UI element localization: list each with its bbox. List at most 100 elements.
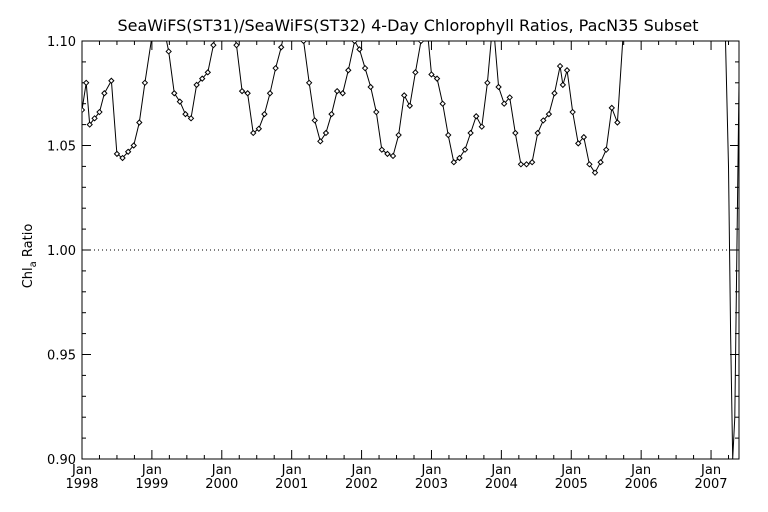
data-point (351, 41, 358, 45)
y-axis-label-subscript: a (28, 261, 39, 267)
data-point (389, 152, 397, 160)
y-tick-label: 0.95 (47, 349, 76, 364)
data-point (456, 154, 463, 162)
data-point (199, 75, 206, 82)
data-point (356, 46, 363, 53)
x-tick-year: 2001 (275, 477, 308, 492)
data-point (412, 69, 419, 76)
data-point (96, 108, 103, 116)
data-point (204, 69, 212, 76)
data-point (367, 83, 374, 91)
y-tick-label: 1.10 (47, 35, 76, 50)
data-point (551, 90, 558, 97)
x-tick-year: 2005 (555, 477, 588, 492)
data-point (378, 146, 386, 153)
data-point (210, 41, 217, 49)
data-point (119, 154, 126, 162)
data-point (512, 129, 519, 137)
x-tick-month: Jan (351, 463, 372, 478)
data-point (373, 108, 380, 116)
data-point (500, 100, 508, 107)
x-tick-month: Jan (490, 463, 511, 478)
data-point (272, 64, 279, 72)
data-point (523, 161, 530, 168)
data-point (124, 148, 132, 155)
data-point (472, 113, 480, 120)
x-tick-month: Jan (141, 463, 162, 478)
data-point (176, 98, 184, 105)
data-point (534, 129, 541, 137)
data-point (467, 129, 474, 137)
data-point (187, 115, 195, 122)
data-point (339, 90, 346, 97)
data-point (401, 92, 408, 99)
data-point (300, 41, 307, 45)
data-point (345, 67, 352, 74)
data-point (484, 79, 491, 87)
data-point (136, 119, 143, 126)
y-axis-label: Chla Ratio (21, 224, 39, 289)
data-point (361, 64, 369, 72)
data-point (261, 110, 268, 118)
data-point (439, 100, 446, 107)
y-tick-label: 1.05 (47, 140, 76, 155)
data-point (506, 94, 513, 101)
series-group (82, 41, 739, 459)
x-tick-year: 2000 (205, 477, 238, 492)
x-tick-year: 1999 (135, 477, 168, 492)
data-point (165, 48, 172, 55)
data-point (171, 90, 178, 97)
x-tick-month: Jan (700, 463, 721, 478)
data-point (91, 115, 98, 122)
data-point (141, 79, 149, 87)
data-point (559, 81, 567, 89)
x-tick-month: Jan (420, 463, 441, 478)
data-point (101, 90, 108, 97)
y-axis-label-suffix: Ratio (21, 224, 36, 262)
data-point (417, 41, 425, 45)
data-point (333, 87, 341, 95)
data-point (328, 110, 335, 118)
data-point (614, 119, 621, 126)
data-point (461, 146, 469, 153)
data-point (556, 62, 564, 70)
x-tick-month: Jan (560, 463, 581, 478)
data-point (608, 104, 616, 112)
data-point (540, 117, 547, 124)
x-tick-year: 1998 (65, 477, 98, 492)
data-point (545, 110, 553, 118)
data-point (597, 159, 604, 166)
data-point (238, 87, 246, 95)
plot-area: 0.900.951.001.051.10Jan1998Jan1999Jan200… (47, 35, 740, 492)
data-point (575, 140, 582, 147)
data-point (591, 169, 599, 176)
x-tick-month: Jan (281, 463, 302, 478)
data-point (82, 79, 90, 87)
data-point (322, 129, 330, 137)
data-point (450, 159, 458, 166)
data-point (495, 83, 502, 91)
data-point (305, 79, 313, 87)
data-point (182, 110, 189, 118)
y-tick-label: 0.90 (47, 453, 76, 468)
x-tick-year: 2003 (415, 477, 448, 492)
data-point (602, 146, 610, 153)
data-point (580, 133, 588, 141)
data-point (113, 150, 121, 158)
data-point (266, 90, 274, 97)
data-point (255, 125, 263, 132)
data-point (528, 159, 536, 166)
data-point (428, 71, 435, 78)
x-tick-month: Jan (630, 463, 651, 478)
data-point (108, 77, 115, 84)
data-point (384, 150, 391, 158)
data-point (193, 81, 200, 89)
data-point (82, 106, 86, 114)
x-tick-month: Jan (71, 463, 92, 478)
y-axis-label-main: Chl (21, 267, 36, 288)
data-point (445, 131, 452, 139)
data-point (311, 117, 318, 124)
data-point (395, 131, 402, 139)
data-point (244, 90, 251, 97)
